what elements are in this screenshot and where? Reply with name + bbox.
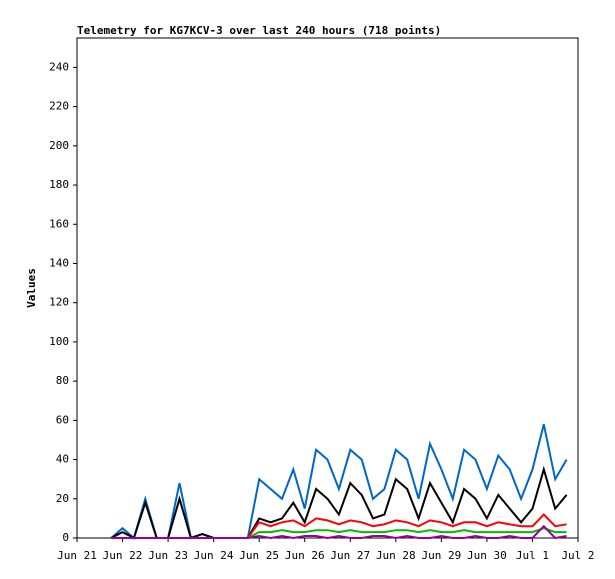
y-tick-label: 160 [49, 217, 69, 230]
x-tick-label: Jun 29 [421, 549, 461, 562]
x-tick-label: Jun 24 [194, 549, 234, 562]
x-tick-label: Jun 21 [57, 549, 97, 562]
y-tick-label: 220 [49, 100, 69, 113]
x-tick-label: Jun 27 [330, 549, 370, 562]
series-line [111, 524, 567, 540]
y-tick-label: 40 [56, 453, 69, 466]
y-axis-label: Values [25, 268, 38, 308]
y-tick-label: 180 [49, 178, 69, 191]
x-tick-label: Jun 30 [467, 549, 507, 562]
series-line [110, 465, 568, 540]
x-tick-label: Jul 1 [516, 549, 549, 562]
y-tick-label: 20 [56, 492, 69, 505]
y-tick-label: 240 [49, 60, 69, 73]
x-tick-label: Jun 23 [148, 549, 188, 562]
x-tick-label: Jun 26 [285, 549, 325, 562]
y-tick-label: 120 [49, 296, 69, 309]
x-tick-label: Jun 22 [103, 549, 143, 562]
chart-title: Telemetry for KG7KCV-3 over last 240 hou… [77, 24, 441, 37]
x-tick-label: Jun 25 [239, 549, 279, 562]
y-tick-label: 60 [56, 413, 69, 426]
y-tick-label: 140 [49, 256, 69, 269]
y-tick-label: 0 [62, 531, 69, 544]
series-line [110, 424, 568, 540]
y-tick-label: 100 [49, 335, 69, 348]
y-tick-label: 200 [49, 139, 69, 152]
x-tick-label: Jun 28 [376, 549, 416, 562]
y-tick-label: 80 [56, 374, 69, 387]
x-tick-label: Jul 2 [561, 549, 594, 562]
